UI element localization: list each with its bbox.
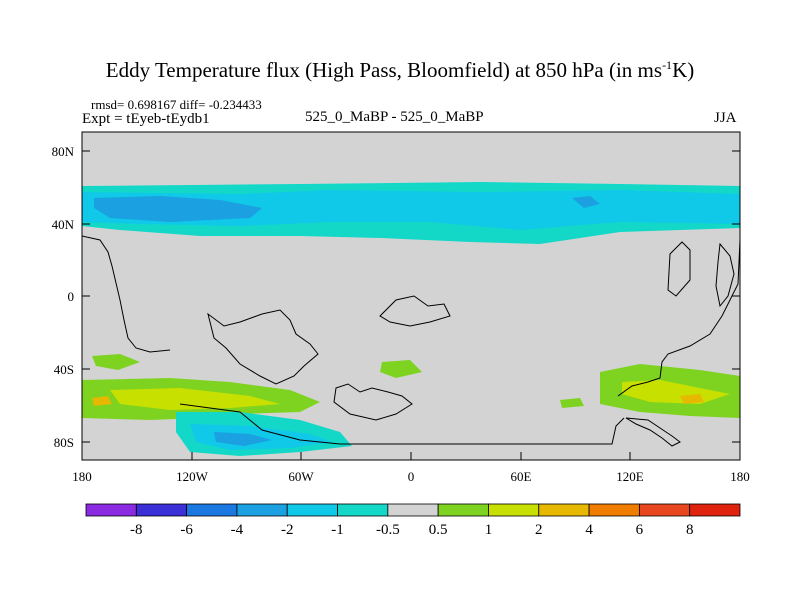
x-tick-label: 60E — [511, 469, 532, 484]
y-tick-label: 0 — [68, 289, 75, 304]
contour-south-east-small — [560, 398, 584, 408]
colorbar-box — [437, 503, 489, 517]
colorbar-label: -2 — [281, 522, 294, 538]
contour-antarctic-strong — [214, 432, 272, 446]
y-tick-label: 40N — [52, 217, 75, 232]
colorbar-box — [85, 503, 137, 517]
colorbar-label: 6 — [636, 522, 644, 538]
contour-north-strong — [94, 196, 262, 222]
colorbar-box — [135, 503, 188, 517]
x-tick-label: 60W — [288, 469, 314, 484]
x-tick-label: 180 — [730, 469, 750, 484]
contour-south-atlantic — [92, 354, 140, 370]
colorbar-box — [588, 503, 640, 517]
colorbar-label: 2 — [535, 522, 543, 538]
colorbar-label: -1 — [331, 522, 344, 538]
colorbar-label: -4 — [231, 522, 244, 538]
map-title: Eddy Temperature flux (High Pass, Bloomf… — [105, 58, 695, 82]
x-tick-label: 120W — [176, 469, 209, 484]
colorbar-box — [387, 503, 439, 517]
season-label: JJA — [714, 110, 737, 126]
y-tick-label: 80N — [52, 144, 75, 159]
difference-label: 525_0_MaBP - 525_0_MaBP — [305, 109, 484, 125]
coastlines — [82, 235, 740, 447]
contour-fields — [82, 182, 740, 456]
colorbar-label: 4 — [585, 522, 593, 538]
contour-south-west-orange — [92, 396, 112, 406]
colorbar-label: 8 — [686, 522, 694, 538]
stats-text: rmsd= 0.698167 diff= -0.234433 — [91, 97, 262, 112]
contour-south-indian-small — [380, 360, 422, 378]
colorbar-box — [236, 503, 288, 517]
contour-south-west-yellow — [110, 388, 280, 410]
colorbar-box — [337, 503, 389, 517]
contour-south-east-yellow — [622, 380, 730, 404]
colorbar-label: 0.5 — [429, 522, 448, 538]
colorbar-label: -0.5 — [376, 522, 400, 538]
colorbar-box — [638, 503, 691, 517]
y-axis — [82, 150, 740, 443]
x-axis — [191, 452, 631, 460]
y-tick-label: 80S — [54, 435, 74, 450]
colorbar-label: 1 — [485, 522, 493, 538]
contour-south-east-orange — [680, 394, 704, 404]
colorbar-box — [286, 503, 338, 517]
colorbar-labels: -8 -6 -4 -2 -1 -0.5 0.5 1 2 4 6 8 — [130, 522, 693, 538]
contour-north-east-core — [572, 196, 600, 208]
colorbar-label: -6 — [180, 522, 193, 538]
experiment-label: Expt = tEyeb-tEydb1 — [82, 111, 210, 127]
y-tick-label: 40S — [54, 362, 74, 377]
colorbar-box — [186, 503, 238, 517]
x-tick-label: 120E — [616, 469, 644, 484]
colorbar-label: -8 — [130, 522, 143, 538]
colorbar — [85, 503, 741, 517]
colorbar-box — [689, 503, 741, 517]
colorbar-box — [538, 503, 590, 517]
x-tick-label: 0 — [408, 469, 415, 484]
colorbar-box — [488, 503, 540, 517]
x-tick-label: 180 — [72, 469, 92, 484]
